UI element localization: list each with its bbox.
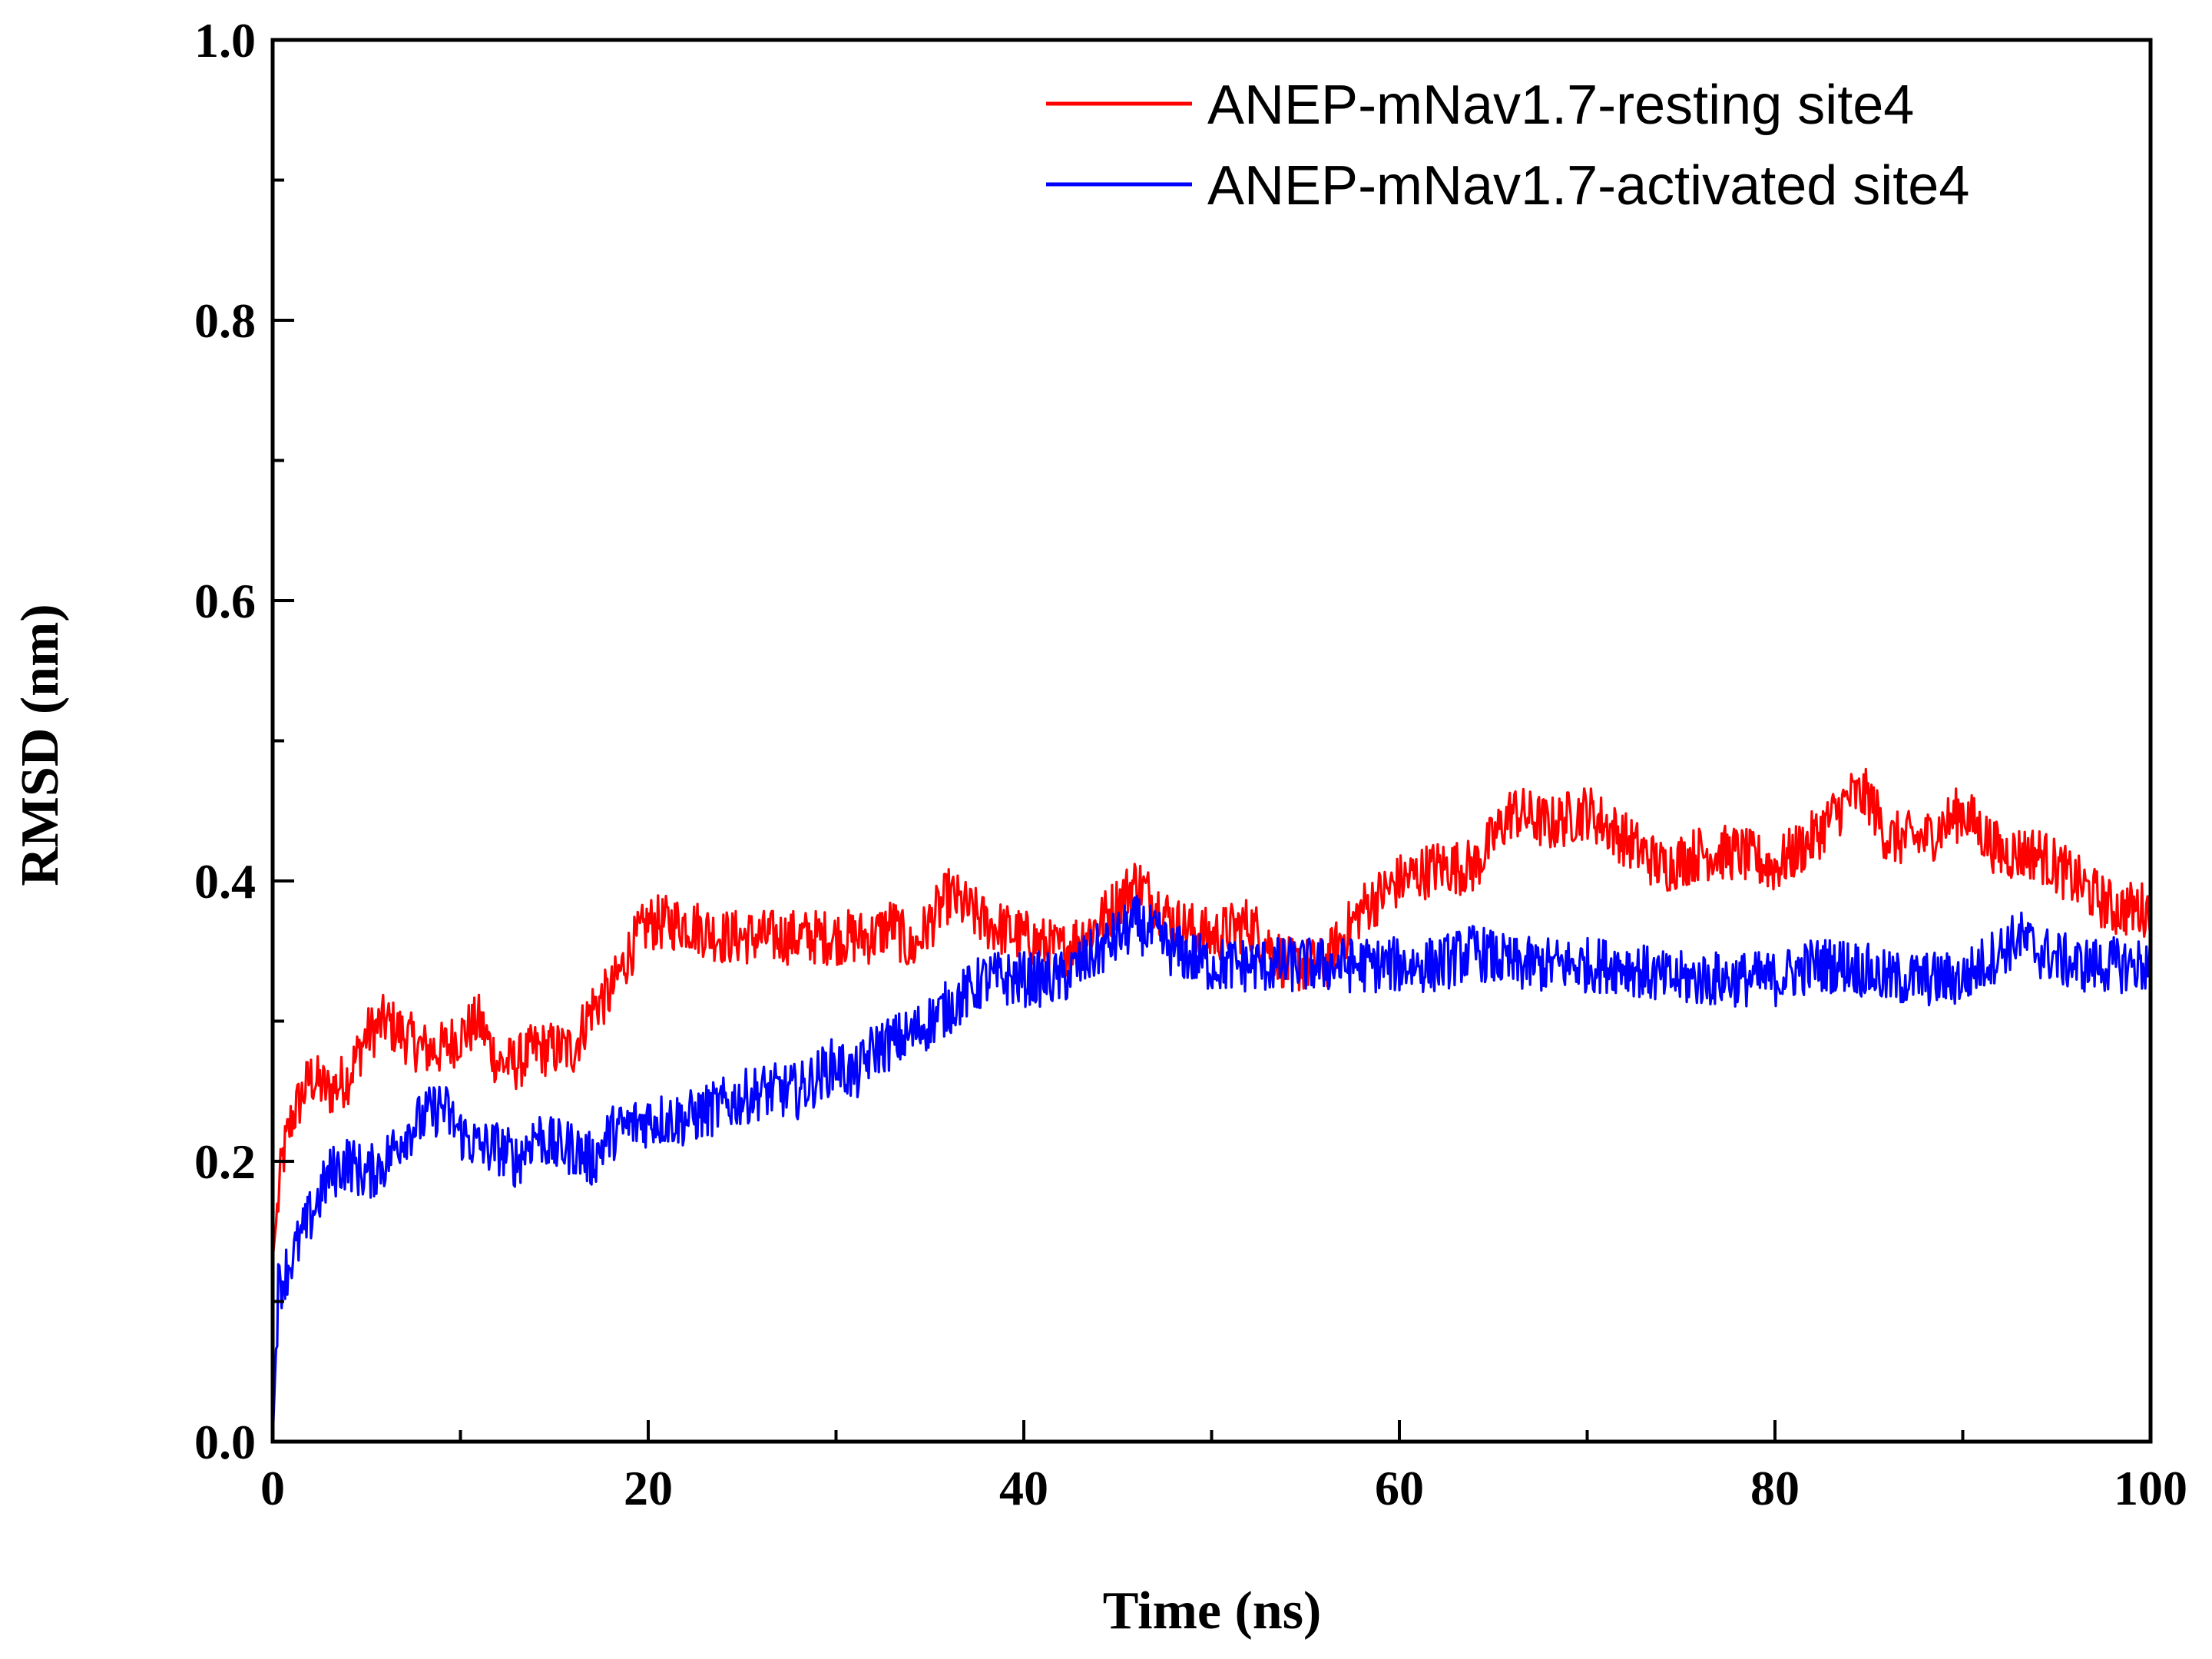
legend-label: ANEP-mNav1.7-resting site4 [1207, 75, 1914, 136]
x-tick-label: 80 [1750, 1461, 1800, 1515]
series-layer [271, 767, 2151, 1442]
y-tick-label: 0.8 [194, 293, 256, 348]
x-tick-label: 20 [624, 1461, 673, 1515]
y-axis-title: RMSD (nm) [11, 604, 70, 886]
series-line-activated [271, 895, 2151, 1442]
x-tick-label: 40 [999, 1461, 1048, 1515]
y-tick-label: 0.6 [194, 574, 256, 628]
x-axis-title: Time (ns) [1103, 1581, 1322, 1641]
y-tick-label: 0.2 [194, 1134, 256, 1189]
y-tick-label: 0.0 [194, 1415, 256, 1469]
x-tick-label: 100 [2114, 1461, 2187, 1515]
x-tick-label: 60 [1375, 1461, 1424, 1515]
legend-label: ANEP-mNav1.7-activated site4 [1207, 155, 1969, 217]
y-tick-label: 0.4 [194, 854, 256, 909]
ticks-layer: 0 20 40 60 80 100 0.0 0.2 0.4 0.6 0.8 1.0 [194, 13, 2187, 1515]
y-tick-label: 1.0 [194, 13, 256, 68]
x-tick-label: 0 [260, 1461, 285, 1515]
legend: ANEP-mNav1.7-resting site4 ANEP-mNav1.7-a… [1046, 75, 1969, 217]
series-line-resting [271, 767, 2151, 1260]
